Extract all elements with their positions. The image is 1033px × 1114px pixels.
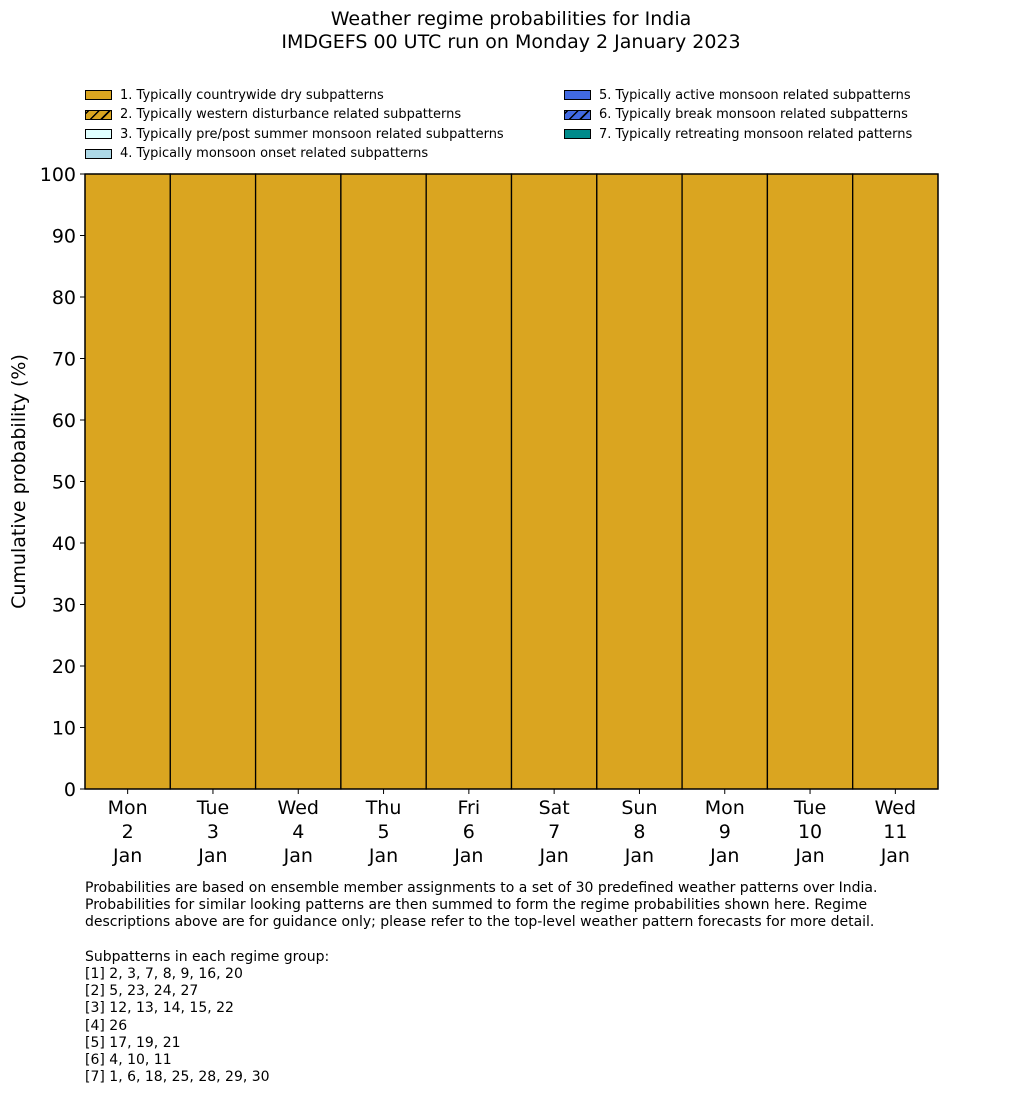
x-tick-label: 8 xyxy=(633,821,645,843)
y-tick-label: 20 xyxy=(52,656,76,678)
legend-right: 5. Typically active monsoon related subp… xyxy=(564,87,912,143)
y-tick-label: 40 xyxy=(52,533,76,555)
bar-segment xyxy=(425,173,513,790)
x-tick-label: Jan xyxy=(709,845,739,867)
legend-item: 7. Typically retreating monsoon related … xyxy=(564,126,912,143)
y-tick-label: 90 xyxy=(52,226,76,248)
y-tick-label: 60 xyxy=(52,410,76,432)
legend-swatch xyxy=(85,90,112,101)
bar-segment xyxy=(852,173,939,790)
y-axis-label: Cumulative probability (%) xyxy=(8,354,30,609)
y-tick-label: 50 xyxy=(52,472,76,494)
x-tick-label: Jan xyxy=(453,845,483,867)
x-tick-label: Jan xyxy=(880,845,910,867)
legend-item: 2. Typically western disturbance related… xyxy=(85,107,504,124)
x-tick-label: Jan xyxy=(283,845,313,867)
chart-plot: Mon2JanTue3JanWed4JanThu5JanFri6JanSat7J… xyxy=(8,164,939,867)
legend-label: 3. Typically pre/post summer monsoon rel… xyxy=(120,126,504,142)
x-tick-label: 10 xyxy=(798,821,822,843)
chart-title: Weather regime probabilities for India xyxy=(330,8,692,30)
y-tick-label: 30 xyxy=(52,595,76,617)
x-tick-label: 11 xyxy=(883,821,907,843)
y-tick-label: 0 xyxy=(64,779,76,801)
x-tick-label: 7 xyxy=(548,821,560,843)
y-tick-label: 100 xyxy=(40,164,76,186)
x-tick-label: Mon xyxy=(108,797,148,819)
y-tick-label: 10 xyxy=(52,718,76,740)
legend-swatch xyxy=(85,109,112,120)
x-tick-label: Jan xyxy=(539,845,569,867)
chart-subtitle: IMDGEFS 00 UTC run on Monday 2 January 2… xyxy=(281,31,741,53)
x-tick-label: 4 xyxy=(292,821,304,843)
legend-item: 4. Typically monsoon onset related subpa… xyxy=(85,146,504,163)
x-tick-label: Mon xyxy=(705,797,745,819)
x-tick-label: Jan xyxy=(794,845,824,867)
legend-swatch xyxy=(85,129,112,140)
x-tick-label: Wed xyxy=(875,797,916,819)
x-tick-label: 9 xyxy=(719,821,731,843)
x-tick-label: Fri xyxy=(458,797,481,819)
x-tick-label: Jan xyxy=(368,845,398,867)
legend-swatch xyxy=(85,148,112,159)
legend-swatch xyxy=(564,109,591,120)
x-tick-label: Wed xyxy=(278,797,319,819)
x-tick-label: Thu xyxy=(365,797,402,819)
legend-item: 6. Typically break monsoon related subpa… xyxy=(564,107,912,124)
legend-left: 1. Typically countrywide dry subpatterns… xyxy=(85,87,504,162)
x-tick-label: Jan xyxy=(112,845,142,867)
bar-segment xyxy=(766,173,854,790)
legend-label: 4. Typically monsoon onset related subpa… xyxy=(120,146,429,162)
x-tick-label: Jan xyxy=(624,845,654,867)
y-tick-label: 80 xyxy=(52,287,76,309)
legend-swatch xyxy=(564,129,591,140)
bar-segment xyxy=(596,173,683,790)
bar-segment xyxy=(84,173,171,790)
bar-segment xyxy=(681,173,769,790)
bar-segment xyxy=(340,173,427,790)
x-tick-label: Tue xyxy=(196,797,229,819)
x-tick-label: Sat xyxy=(539,797,570,819)
bar-segment xyxy=(254,173,342,790)
chart-notes: Probabilities are based on ensemble memb… xyxy=(85,880,878,1086)
legend-item: 1. Typically countrywide dry subpatterns xyxy=(85,87,504,104)
legend-label: 1. Typically countrywide dry subpatterns xyxy=(120,87,384,103)
x-tick-label: Sun xyxy=(621,797,657,819)
legend-label: 6. Typically break monsoon related subpa… xyxy=(599,107,908,123)
legend-item: 3. Typically pre/post summer monsoon rel… xyxy=(85,126,504,143)
legend-label: 2. Typically western disturbance related… xyxy=(120,107,462,123)
x-tick-label: 2 xyxy=(122,821,134,843)
legend-label: 5. Typically active monsoon related subp… xyxy=(599,87,911,103)
x-tick-label: 6 xyxy=(463,821,475,843)
legend-label: 7. Typically retreating monsoon related … xyxy=(599,126,913,142)
x-tick-label: Jan xyxy=(197,845,227,867)
legend-item: 5. Typically active monsoon related subp… xyxy=(564,87,912,104)
x-tick-label: Tue xyxy=(793,797,826,819)
x-tick-label: 5 xyxy=(378,821,390,843)
bar-segment xyxy=(169,173,257,790)
bar-segment xyxy=(510,173,598,790)
y-tick-label: 70 xyxy=(52,349,76,371)
legend-swatch xyxy=(564,90,591,101)
x-tick-label: 3 xyxy=(207,821,219,843)
